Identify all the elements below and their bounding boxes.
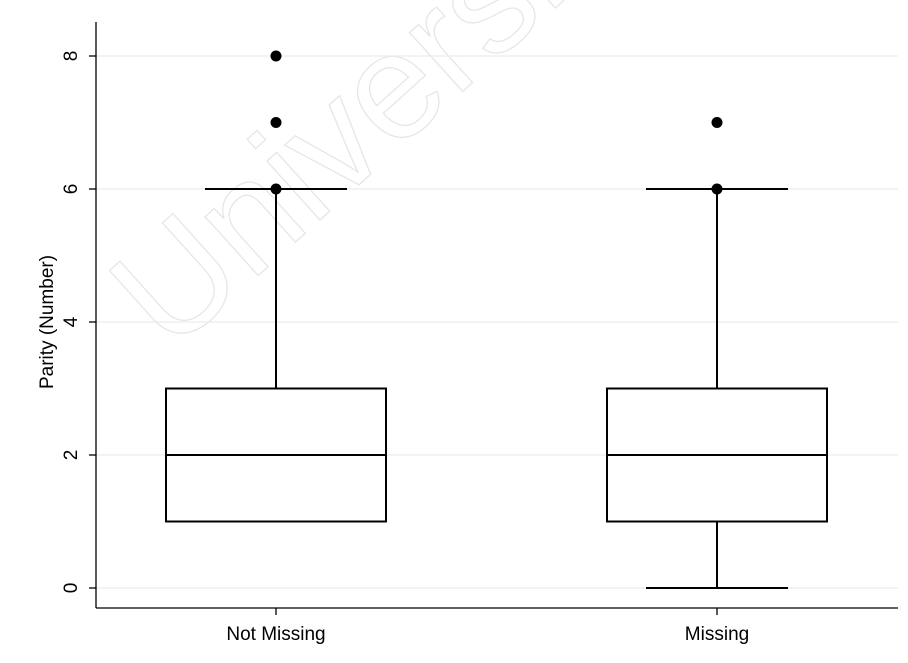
y-axis-title: Parity (Number) xyxy=(37,255,58,389)
axes xyxy=(95,22,898,609)
box-0 xyxy=(165,50,387,523)
y-tick-label-0: 0 xyxy=(61,583,82,594)
x-ticks: Not Missing Missing xyxy=(226,608,749,645)
outlier-0-0 xyxy=(270,183,282,195)
x-tick-label-0: Not Missing xyxy=(226,624,325,645)
outlier-0-1 xyxy=(270,117,282,128)
x-tick-label-1: Missing xyxy=(685,624,749,645)
y-tick-label-2: 2 xyxy=(61,450,82,461)
box-1 xyxy=(606,117,828,589)
outlier-1-0 xyxy=(711,183,723,195)
y-tick-label-4: 4 xyxy=(61,316,82,327)
y-ticks: 0 2 4 6 8 xyxy=(61,51,96,594)
boxes xyxy=(165,50,828,589)
y-tick-label-6: 6 xyxy=(61,184,82,195)
y-tick-label-8: 8 xyxy=(61,51,82,62)
outlier-0-2 xyxy=(270,50,282,62)
outlier-1-1 xyxy=(711,117,723,128)
